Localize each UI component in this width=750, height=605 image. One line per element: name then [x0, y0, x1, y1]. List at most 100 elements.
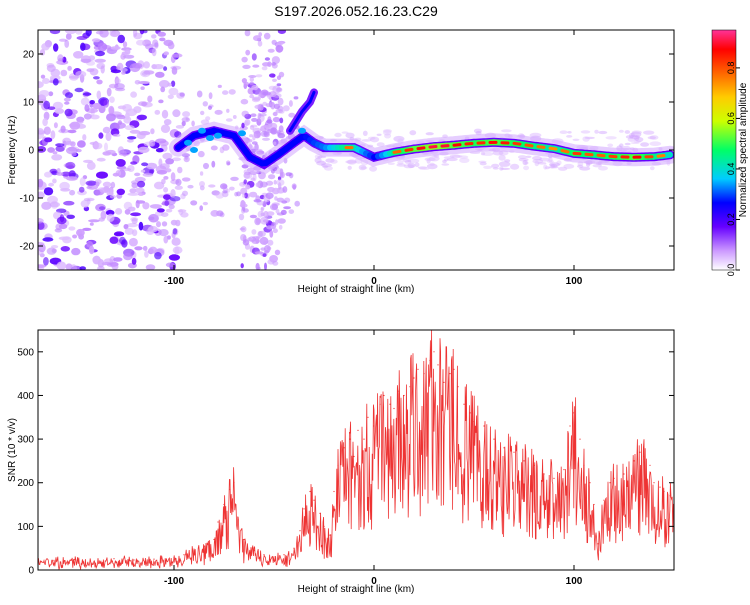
spectrogram-blob	[101, 211, 107, 220]
spectrogram-blob	[152, 48, 157, 56]
snr-point	[523, 460, 524, 461]
spectrogram-blob	[459, 158, 469, 163]
spectrogram-blob	[106, 113, 116, 121]
spectrogram-blob	[41, 75, 45, 79]
snr-point	[53, 560, 54, 561]
spectrogram-blob	[143, 173, 154, 177]
spectrogram-blob	[510, 164, 519, 170]
spectrogram-blob	[116, 159, 126, 167]
spectrogram-blob	[263, 211, 268, 218]
spectrogram-blob	[70, 264, 77, 273]
spectrogram-blob	[146, 264, 156, 270]
snr-point	[603, 500, 604, 501]
spectrogram-blob	[83, 92, 91, 96]
spectrogram-blob	[61, 126, 66, 133]
ridge-peak-segment	[454, 145, 460, 146]
spectrogram-blob	[157, 32, 166, 37]
snr-point	[669, 495, 670, 496]
spectrogram-blob	[241, 99, 249, 105]
snr-point	[343, 447, 344, 448]
colorbar: 0.00.20.40.60.8 Normalized spectral ampl…	[712, 30, 749, 276]
spectrogram-blob	[130, 212, 141, 216]
spectrogram-blob	[100, 188, 110, 193]
spectrogram-blob	[163, 51, 169, 55]
snr-point	[349, 439, 350, 440]
spectrogram-blob	[236, 191, 241, 196]
spectrogram-blob	[62, 236, 72, 243]
spectrogram-blob	[168, 42, 175, 49]
spectrogram-blob	[278, 218, 286, 224]
spectrogram-blob	[127, 136, 136, 139]
spectrogram-blob	[625, 130, 630, 134]
snr-point	[173, 557, 174, 558]
spectrogram-blob	[51, 154, 62, 160]
spectrogram-blob	[173, 228, 178, 234]
snr-point	[493, 439, 494, 440]
spectrogram-blob	[267, 61, 271, 67]
spectrogram-blob	[136, 40, 145, 46]
spectrogram-blob	[211, 161, 215, 168]
spectrogram-blob	[140, 86, 144, 90]
snr-point	[413, 377, 414, 378]
snr-point	[613, 478, 614, 479]
ridge-peak-segment	[394, 151, 400, 152]
spectrogram-blob	[139, 222, 144, 231]
spectrogram-blob	[130, 63, 141, 72]
spectrogram-blob	[405, 160, 412, 164]
spectrogram-blob	[276, 209, 280, 214]
ridge-peak-segment	[526, 145, 532, 146]
spectrogram-blob	[166, 263, 175, 268]
spectrogram-blob	[130, 91, 137, 97]
spectrogram-blob	[567, 131, 571, 134]
spectrogram-blob	[113, 134, 121, 137]
spectrogram-blob	[109, 96, 115, 103]
snr-point	[389, 404, 390, 405]
spectrogram-blob	[172, 238, 181, 246]
snr-point	[323, 526, 324, 527]
spectrogram-blob	[383, 129, 392, 133]
spectrogram-blob	[180, 92, 185, 96]
spectrogram-blob	[334, 133, 341, 137]
spectrogram-blob	[241, 263, 244, 268]
spectrogram-blob	[241, 57, 247, 63]
spectrogram-blob	[271, 62, 276, 66]
spectrogram-blob	[294, 201, 300, 207]
spectrogram-blob	[563, 164, 574, 169]
snr-point	[403, 395, 404, 396]
spectrogram-blob	[47, 248, 57, 255]
spectrogram-blob	[226, 160, 230, 165]
spectrogram-blob	[279, 225, 283, 230]
spectrogram-blob	[268, 49, 275, 53]
spectrogram-blob	[125, 112, 130, 119]
colorbar-tick-label: 0.2	[726, 213, 736, 226]
spectrogram-blob	[106, 132, 112, 141]
snr-y-axis-label: SNR (10 * v/v)	[7, 418, 18, 482]
snr-point	[633, 460, 634, 461]
spectrogram-blob	[51, 130, 56, 139]
spectrogram-blob	[52, 179, 57, 184]
spectrogram-blob	[41, 43, 50, 50]
spectrogram-blob	[226, 109, 229, 113]
snr-point	[653, 482, 654, 483]
spectrogram-blob	[324, 166, 333, 171]
spectrogram-blob	[171, 172, 176, 181]
spectrogram-blob	[125, 49, 131, 55]
y-tick-label: 0	[28, 146, 34, 157]
spectrogram-blob	[275, 250, 280, 256]
spectrogram-blob	[409, 130, 416, 135]
spectrogram-blob	[260, 182, 268, 188]
spectrogram-blob	[261, 207, 265, 210]
spectrogram-blob	[251, 118, 257, 122]
spectrogram-blob	[197, 91, 203, 98]
spectrogram-blob	[156, 221, 161, 227]
spectrogram-blob	[114, 122, 126, 129]
spectrogram-blob	[155, 110, 161, 115]
snr-point	[217, 521, 218, 522]
spectrogram-blob	[199, 181, 205, 187]
spectrogram-blob	[166, 209, 172, 213]
snr-point	[237, 517, 238, 518]
spectrogram-blob	[103, 127, 111, 134]
spectrogram-blob	[176, 125, 184, 129]
spectrogram-blob	[163, 194, 171, 200]
